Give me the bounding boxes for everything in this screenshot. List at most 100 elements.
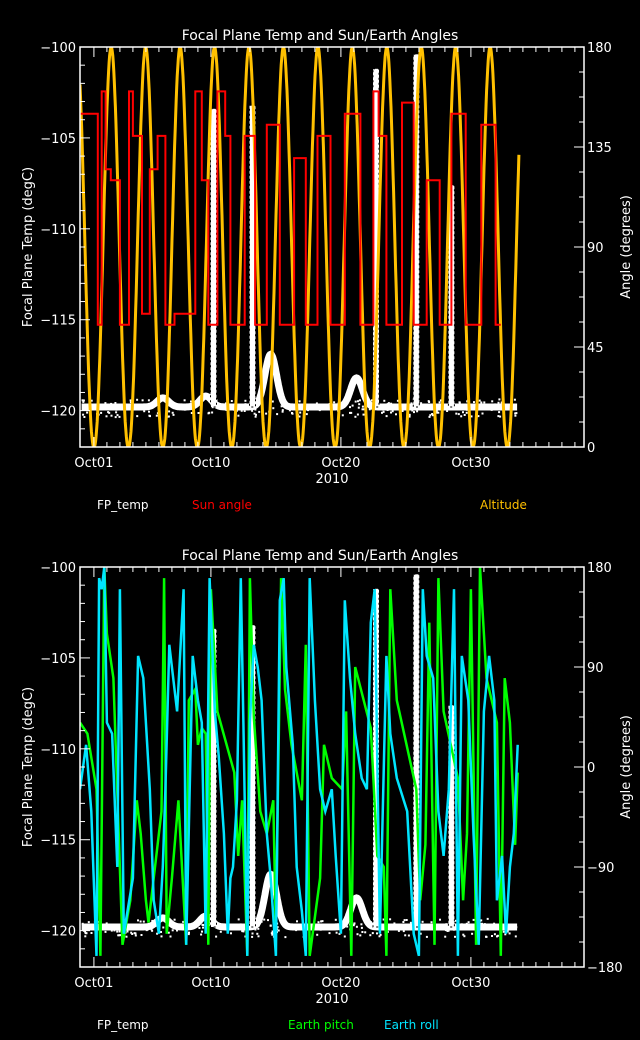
y2-tick-label: 90 <box>587 661 604 676</box>
fp-temp-point <box>380 408 383 411</box>
fp-temp-point <box>401 410 404 412</box>
fp-temp-point <box>481 412 484 415</box>
fp-temp-point <box>408 415 411 418</box>
x-tick-label: Oct20 <box>321 456 360 471</box>
fp-temp-point <box>457 404 460 407</box>
fp-temp-point <box>318 409 321 412</box>
fp-temp-point <box>328 924 331 927</box>
x-tick-label: Oct10 <box>191 456 230 471</box>
fp-temp-point <box>87 921 90 924</box>
fp-temp-point <box>402 921 405 923</box>
fp-temp-point <box>211 411 214 414</box>
fp-temp-point <box>477 415 480 418</box>
fp-temp-point <box>379 407 382 410</box>
fp-temp-point <box>176 929 178 932</box>
fp-temp-point <box>454 919 457 922</box>
fp-temp-point <box>367 920 370 923</box>
fp-temp-point <box>490 923 493 926</box>
fp-temp-point <box>190 400 192 403</box>
fp-temp-point <box>431 413 434 415</box>
fp-temp-point <box>382 918 385 921</box>
fp-temp-point <box>320 920 323 923</box>
y-tick-label: −105 <box>40 652 76 667</box>
fp-temp-point <box>183 408 186 411</box>
fp-temp-point <box>428 401 431 403</box>
fp-temp-point <box>444 935 447 938</box>
fp-temp-point <box>402 930 405 933</box>
fp-temp-point <box>163 398 166 401</box>
fp-temp-point <box>149 927 152 929</box>
fp-temp-point <box>271 930 274 933</box>
fp-temp-point <box>272 407 275 410</box>
fp-temp-point <box>379 933 382 936</box>
fp-temp-point <box>202 926 204 929</box>
x-tick-label: Oct30 <box>451 456 490 471</box>
fp-temp-point <box>301 403 304 406</box>
legend-item: FP_temp <box>97 1018 149 1032</box>
fp-temp-point <box>276 926 279 929</box>
fp-temp-point <box>491 400 494 403</box>
chart-title: Focal Plane Temp and Sun/Earth Angles <box>182 548 459 564</box>
fp-temp-point <box>115 411 118 414</box>
fp-temp-point <box>419 932 422 935</box>
fp-temp-point <box>467 921 470 924</box>
fp-temp-point <box>481 922 483 925</box>
fp-temp-point <box>353 922 356 925</box>
y2-tick-label: 0 <box>587 761 595 776</box>
fp-temp-point <box>396 399 399 402</box>
fp-temp-point <box>243 410 246 412</box>
fp-temp-point <box>330 924 333 927</box>
fp-temp-point <box>108 411 111 414</box>
fp-temp-point <box>509 927 512 930</box>
fp-temp-line <box>81 870 518 931</box>
fp-temp-point <box>114 402 117 404</box>
fp-temp-point <box>472 918 475 921</box>
fp-temp-point <box>82 926 85 929</box>
fp-temp-point <box>414 408 417 411</box>
fp-temp-point <box>354 415 357 418</box>
fp-temp-point <box>514 412 517 415</box>
fp-temp-point <box>147 399 150 402</box>
fp-temp-point <box>493 933 496 936</box>
fp-temp-point <box>395 413 397 416</box>
fp-temp-point <box>171 405 174 408</box>
fp-temp-point <box>137 919 139 922</box>
fp-temp-point <box>349 406 351 409</box>
fp-temp-point <box>461 405 464 408</box>
legend-item: Earth roll <box>384 1018 439 1032</box>
fp-temp-point <box>466 400 469 403</box>
fp-temp-point <box>83 416 86 418</box>
fp-temp-point <box>405 919 408 921</box>
fp-temp-point <box>135 406 138 409</box>
fp-temp-point <box>107 926 109 929</box>
fp-temp-point <box>457 413 460 416</box>
fp-temp-point <box>148 410 150 413</box>
y2-axis-label: Angle (degrees) <box>619 715 634 819</box>
fp-temp-point <box>111 925 114 927</box>
fp-temp-point <box>90 932 93 934</box>
y2-tick-label: 135 <box>587 141 612 156</box>
fp-temp-point <box>416 410 419 413</box>
fp-temp-point <box>140 934 143 936</box>
fp-temp-point <box>267 919 269 922</box>
y2-tick-label: −90 <box>587 861 614 876</box>
fp-temp-point <box>446 930 449 932</box>
series-altitude <box>80 47 521 447</box>
fp-temp-point <box>81 399 84 402</box>
fp-temp-point <box>361 408 364 411</box>
y-tick-label: −120 <box>40 405 76 420</box>
fp-temp-point <box>256 399 259 402</box>
fp-temp-point <box>276 413 279 416</box>
fp-temp-point <box>189 402 192 405</box>
fp-temp-point <box>296 920 298 923</box>
fp-temp-point <box>244 399 247 402</box>
fp-temp-point <box>156 932 159 935</box>
fp-temp-point <box>238 926 241 929</box>
y2-tick-label: 180 <box>587 561 612 576</box>
fp-temp-point <box>425 935 428 938</box>
fp-temp-point <box>272 932 274 935</box>
fp-temp-point <box>299 411 302 414</box>
fp-temp-point <box>328 932 331 935</box>
fp-temp-point <box>230 400 233 402</box>
fp-temp-point <box>192 924 195 927</box>
